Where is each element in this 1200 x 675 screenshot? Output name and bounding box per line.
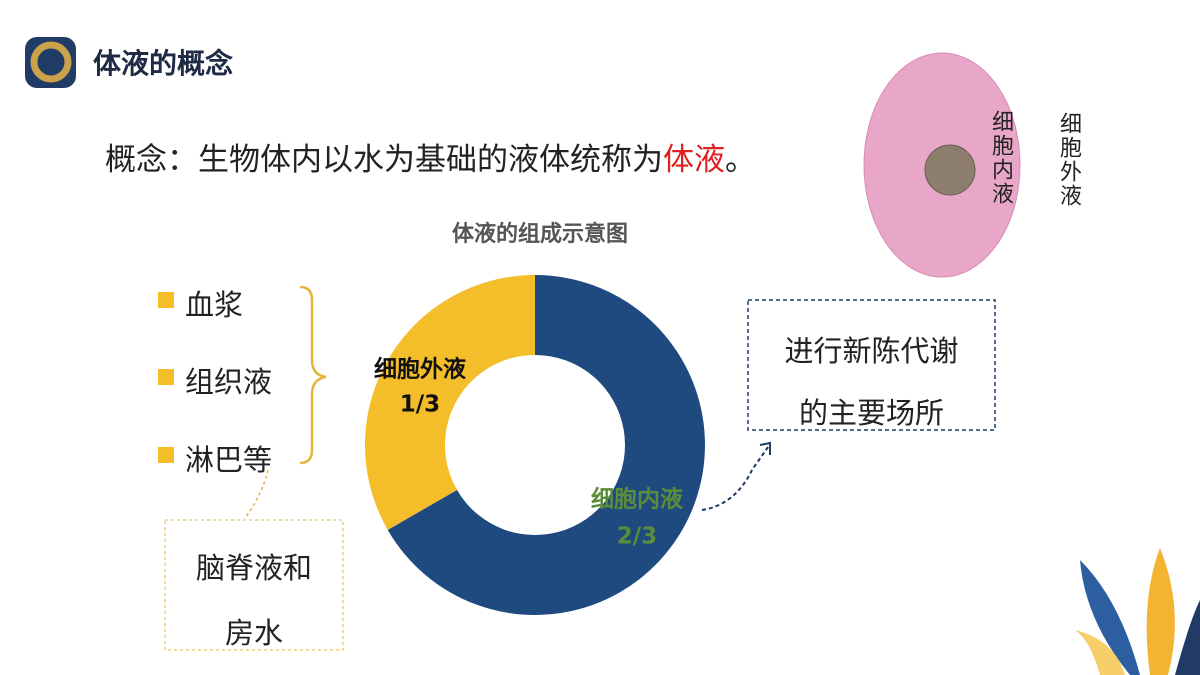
concept-text: 概念：生物体内以水为基础的液体统称为 — [105, 142, 663, 178]
chart-title: 体液的组成示意图 — [452, 221, 628, 247]
value-label: 1/3 — [400, 392, 440, 418]
fluid-box — [164, 519, 344, 651]
fluid-text: 脑脊液和 — [195, 551, 312, 585]
component: 血浆 — [185, 288, 244, 322]
donut-segment — [387, 275, 705, 615]
concept-highlight: 体液 — [663, 142, 725, 178]
header-title: 体液的概念 — [93, 47, 234, 80]
note-box — [747, 299, 996, 431]
cell-inner-label: 细胞内液 — [988, 110, 1013, 206]
value-label: 2/3 — [617, 524, 657, 550]
segment-label: 细胞外液 — [374, 356, 466, 383]
arrow-head — [759, 441, 771, 455]
arrow — [244, 469, 269, 519]
arrow — [701, 446, 769, 511]
segment-label: 细胞内液 — [591, 486, 683, 513]
component: 淋巴等 — [185, 443, 273, 477]
nucleus — [924, 144, 976, 196]
note-text: 进行新陈代谢 — [784, 334, 959, 368]
bullet — [158, 292, 174, 308]
note-text: 的主要场所 — [798, 396, 944, 430]
brace — [299, 285, 327, 465]
cell-outer-label: 细胞外液 — [1056, 112, 1081, 208]
component: 组织液 — [185, 365, 273, 399]
header-icon-ring — [30, 41, 72, 83]
concept: 概念：生物体内以水为基础的液体统称为体液。 — [105, 134, 756, 179]
bullet — [158, 447, 174, 463]
concept-end: 。 — [725, 142, 756, 178]
donut-segment — [364, 274, 535, 530]
bullet — [158, 369, 174, 385]
leaf-decoration — [1075, 548, 1200, 675]
fluid-text: 房水 — [224, 616, 283, 650]
